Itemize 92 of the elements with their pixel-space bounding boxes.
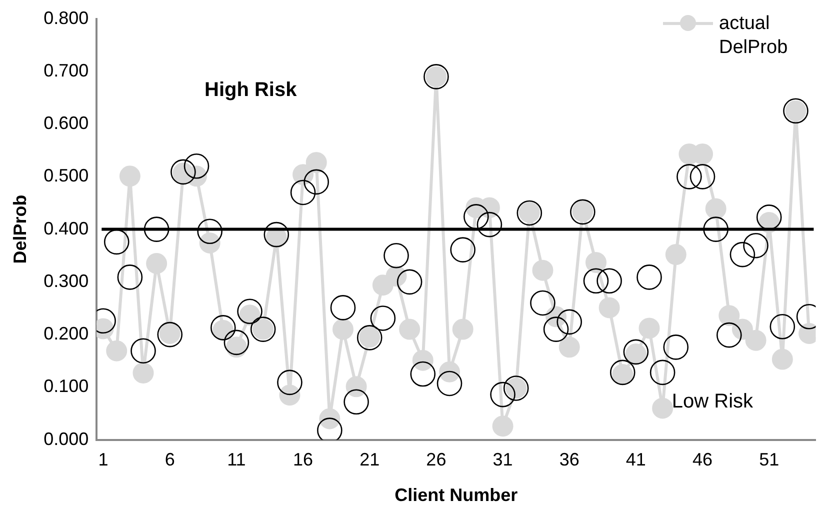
point xyxy=(197,218,222,244)
point xyxy=(132,362,154,384)
y-tick-label: 0.300 xyxy=(44,270,89,291)
point xyxy=(344,389,369,415)
point xyxy=(439,361,460,382)
x-tick-label: 41 xyxy=(626,450,646,470)
point xyxy=(532,260,554,281)
point xyxy=(410,361,436,387)
point xyxy=(199,232,220,254)
point xyxy=(346,376,367,398)
y-tick-label: 0.200 xyxy=(44,324,89,344)
point xyxy=(412,350,434,371)
point xyxy=(492,416,514,437)
point xyxy=(743,232,768,258)
point xyxy=(436,370,462,396)
x-tick-label: 11 xyxy=(227,450,246,470)
point xyxy=(277,370,302,396)
point xyxy=(663,334,689,360)
point xyxy=(556,309,582,335)
point xyxy=(452,318,474,340)
point xyxy=(117,264,143,290)
y-tick-label: 0.100 xyxy=(44,376,89,396)
point xyxy=(490,382,516,408)
y-tick-label: 0.500 xyxy=(44,166,89,186)
point xyxy=(330,295,356,320)
x-tick-label: 31 xyxy=(492,450,513,470)
point xyxy=(770,314,796,340)
point xyxy=(730,242,756,268)
point xyxy=(756,204,782,230)
point xyxy=(384,242,409,268)
x-tick-label: 26 xyxy=(426,450,446,470)
y-axis-title: DelProb xyxy=(10,194,30,264)
annotation: Low Risk xyxy=(672,390,754,412)
point xyxy=(665,244,686,266)
point xyxy=(638,318,660,339)
x-axis-title: Client Number xyxy=(394,485,518,506)
y-tick-label: 0.800 xyxy=(44,8,89,28)
legend-label: actual DelProb xyxy=(719,12,789,60)
point xyxy=(119,166,140,187)
point xyxy=(146,253,168,274)
x-tick-label: 46 xyxy=(692,450,713,470)
point xyxy=(306,152,327,173)
point xyxy=(476,212,502,238)
point xyxy=(106,340,128,362)
y-tick-label: 0.400 xyxy=(44,218,89,238)
point xyxy=(772,348,793,370)
point xyxy=(332,318,354,340)
point xyxy=(530,290,556,316)
x-tick-label: 6 xyxy=(164,450,175,470)
annotation: High Risk xyxy=(204,78,298,101)
x-tick-label: 16 xyxy=(293,450,314,470)
y-tick-label: 0.700 xyxy=(44,60,89,80)
point xyxy=(463,204,489,230)
point xyxy=(703,216,728,242)
point xyxy=(705,198,726,220)
point xyxy=(558,336,580,358)
point xyxy=(718,305,740,326)
point xyxy=(104,229,130,255)
x-tick-label: 21 xyxy=(360,450,380,470)
point xyxy=(745,330,766,351)
point xyxy=(583,268,609,294)
point xyxy=(652,398,674,419)
y-tick-label: 0.600 xyxy=(44,113,89,134)
point xyxy=(130,338,156,364)
point xyxy=(304,169,330,195)
point xyxy=(690,164,716,190)
point xyxy=(210,315,236,340)
point xyxy=(290,180,316,206)
point xyxy=(650,360,676,386)
point xyxy=(598,297,620,318)
point xyxy=(144,216,170,242)
point xyxy=(370,306,396,331)
point xyxy=(224,330,250,356)
x-tick-label: 36 xyxy=(559,450,580,470)
x-tick-label: 51 xyxy=(759,450,780,470)
point xyxy=(610,360,636,386)
point xyxy=(676,164,702,190)
point xyxy=(585,252,606,273)
point xyxy=(264,222,290,248)
point xyxy=(543,316,569,342)
x-tick-label: 1 xyxy=(98,450,108,470)
point xyxy=(237,298,262,324)
point xyxy=(623,339,649,365)
point xyxy=(450,237,476,262)
y-tick-label: 0.000 xyxy=(44,428,89,449)
point xyxy=(596,268,622,294)
point xyxy=(184,154,210,179)
point xyxy=(399,318,420,340)
point xyxy=(716,322,742,348)
point xyxy=(279,384,300,406)
point xyxy=(396,269,422,295)
point xyxy=(636,264,662,290)
